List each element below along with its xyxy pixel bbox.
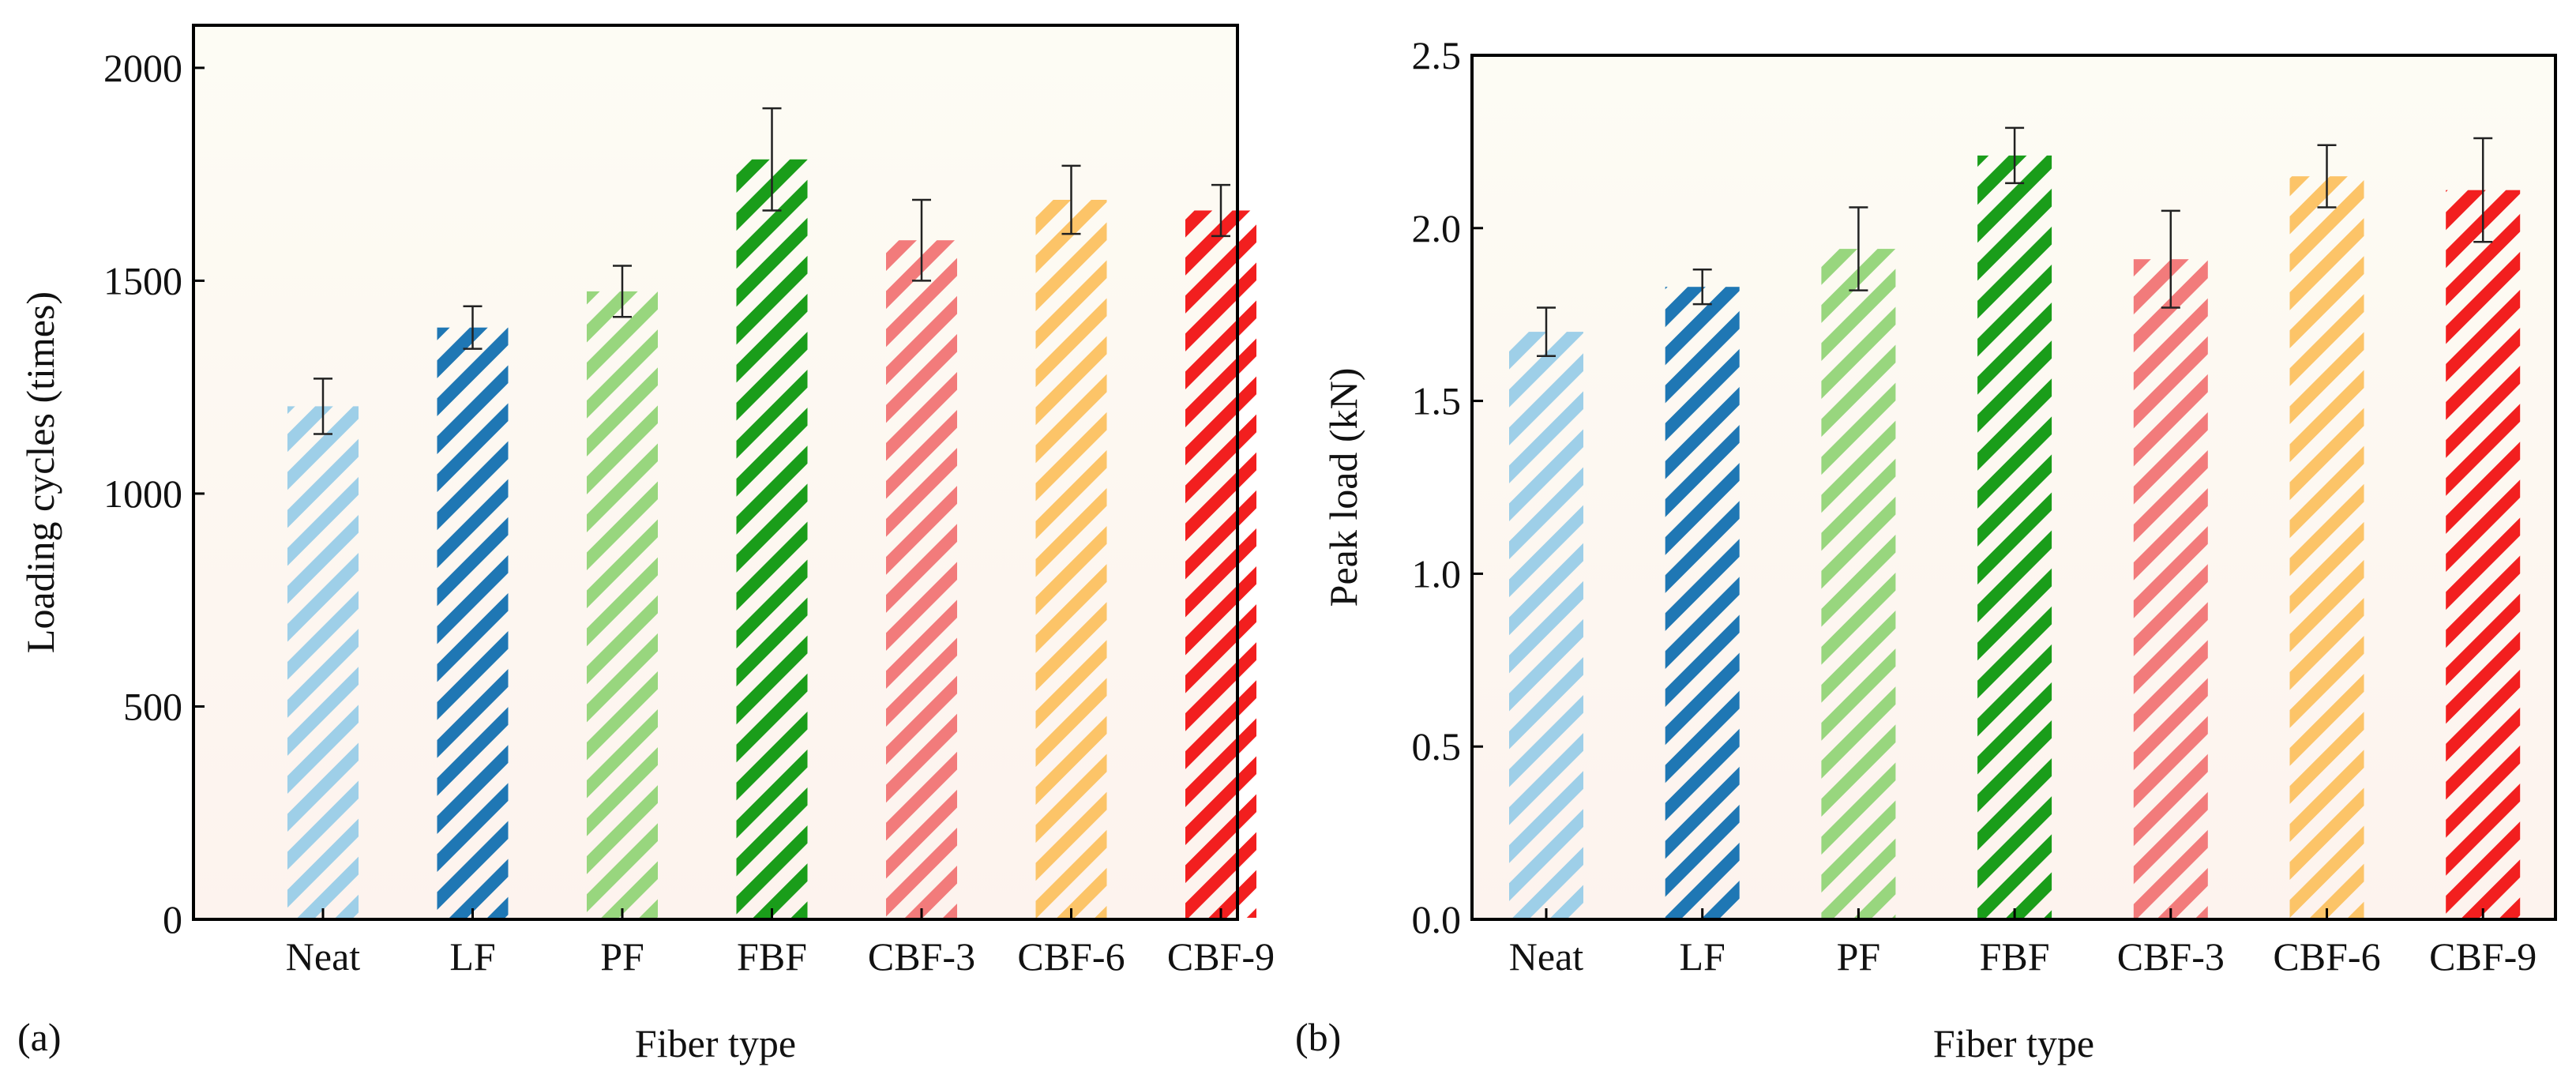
panel-label-a: (a) (17, 1015, 62, 1059)
error-bar-neat (1537, 306, 1556, 357)
y-tick-label: 1.0 (1412, 551, 1462, 596)
x-tick-label-cbf-6: CBF-6 (1017, 934, 1125, 979)
error-bar-lf (463, 305, 483, 350)
y-tick-label: 0.0 (1412, 897, 1462, 941)
data-marks-b (1509, 126, 2521, 919)
bar-lf (1665, 287, 1740, 918)
x-tick-label-neat: Neat (1509, 934, 1583, 979)
bar-neat (1509, 332, 1583, 919)
panel-label-b: (b) (1295, 1015, 1341, 1059)
bar-fbf (736, 159, 808, 919)
y-axis-ticks-a: 0 500 1000 1500 2000 (103, 46, 205, 941)
x-tick-label-cbf-3: CBF-3 (868, 934, 975, 979)
x-tick-label-lf: LF (1680, 934, 1725, 979)
x-tick-label-cbf-9: CBF-9 (2429, 934, 2537, 979)
y-axis-label-a: Loading cycles (times) (18, 291, 62, 653)
error-bar-fbf (2005, 126, 2025, 185)
x-tick-label-cbf-6: CBF-6 (2273, 934, 2380, 979)
bar-pf (587, 291, 658, 918)
chart-panel-b: 0.0 0.5 1.0 1.5 2.0 2.5 Neat LF PF FBF CBF-3 CBF-6… (1295, 33, 2557, 1065)
y-axis-ticks-b: 0.0 0.5 1.0 1.5 2.0 2.5 (1412, 33, 1483, 941)
error-bar-cbf-6 (2317, 144, 2337, 209)
y-axis-label-b: Peak load (kN) (1321, 368, 1365, 607)
x-tick-label-fbf: FBF (1980, 934, 2050, 979)
y-tick-label: 2000 (103, 46, 182, 90)
bar-neat (287, 406, 359, 918)
x-tick-label-pf: PF (600, 934, 644, 979)
bar-fbf (1977, 155, 2052, 918)
x-axis-ticks-a: Neat LF PF FBF CBF-3 CBF-6 CBF-9 (286, 908, 1275, 979)
x-tick-label-lf: LF (449, 934, 495, 979)
y-tick-label: 0.5 (1412, 724, 1462, 768)
bar-pf (1821, 249, 1896, 919)
x-tick-label-neat: Neat (286, 934, 360, 979)
error-bar-neat (314, 378, 332, 435)
x-tick-label-cbf-3: CBF-3 (2117, 934, 2225, 979)
error-bar-pf (1849, 206, 1868, 291)
y-tick-label: 1500 (103, 258, 182, 303)
data-marks-a (287, 107, 1256, 919)
y-tick-label: 0 (163, 897, 182, 941)
error-bar-cbf-3 (2161, 209, 2180, 309)
plot-frame-a (192, 24, 1239, 921)
error-bar-cbf-9 (1211, 183, 1230, 238)
x-tick-label-pf: PF (1837, 934, 1881, 979)
y-tick-label: 2.0 (1412, 206, 1462, 250)
y-tick-label: 2.5 (1412, 33, 1462, 77)
error-bar-pf (613, 265, 632, 318)
y-tick-label: 500 (123, 684, 182, 728)
y-tick-label: 1000 (103, 472, 182, 516)
x-axis-label-b: Fiber type (1933, 1021, 2094, 1065)
error-bar-cbf-9 (2473, 137, 2493, 243)
x-tick-label-cbf-9: CBF-9 (1167, 934, 1275, 979)
error-bar-cbf-6 (1061, 164, 1081, 235)
error-bar-lf (1692, 269, 1712, 306)
error-bar-cbf-3 (912, 198, 931, 282)
bar-cbf-6 (2289, 176, 2364, 918)
bar-cbf-9 (1185, 210, 1256, 918)
bar-cbf-6 (1035, 200, 1107, 918)
bar-cbf-3 (886, 240, 957, 918)
x-axis-label-a: Fiber type (635, 1021, 796, 1065)
chart-panel-a: 0 500 1000 1500 2000 Neat LF PF FBF CBF-3 CBF-6 CB… (17, 24, 1275, 1065)
bar-cbf-3 (2133, 259, 2208, 918)
error-bar-fbf (762, 107, 782, 212)
y-tick-label: 1.5 (1412, 379, 1462, 423)
x-axis-ticks-b: Neat LF PF FBF CBF-3 CBF-6 CBF-9 (1509, 908, 2537, 979)
bar-cbf-9 (2446, 190, 2521, 918)
bar-lf (437, 327, 509, 918)
x-tick-label-fbf: FBF (737, 934, 807, 979)
